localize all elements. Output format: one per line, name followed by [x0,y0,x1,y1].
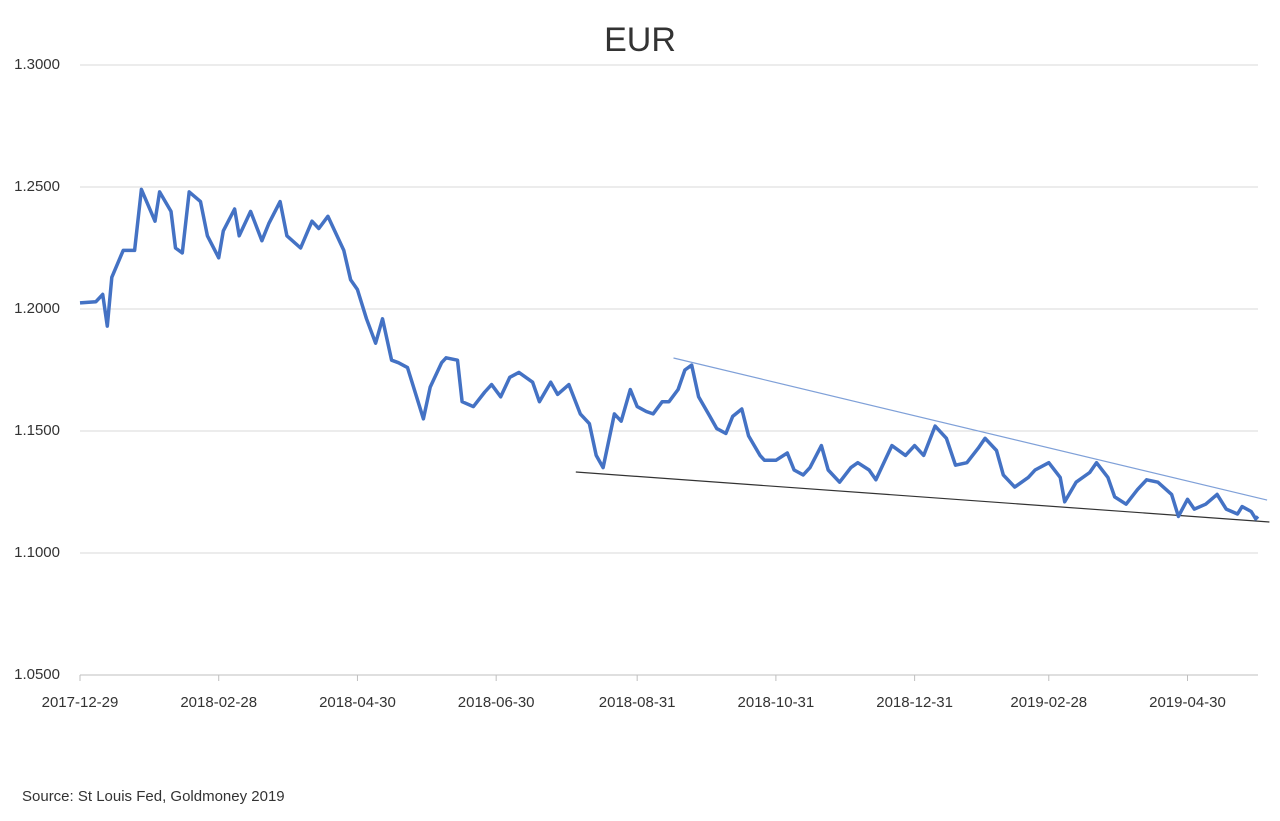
trend-line [673,357,1268,501]
x-tick-label: 2018-06-30 [458,694,535,711]
y-tick-label: 1.0500 [14,666,60,683]
x-tick-label: 2017-12-29 [42,694,119,711]
x-tick-label: 2018-10-31 [738,694,815,711]
y-tick-label: 1.1500 [14,422,60,439]
source-note: Source: St Louis Fed, Goldmoney 2019 [22,788,285,805]
series-line [79,187,1260,521]
x-tick-label: 2018-12-31 [876,694,953,711]
y-tick-label: 1.2500 [14,178,60,195]
x-tick-label: 2018-02-28 [180,694,257,711]
y-tick-label: 1.1000 [14,544,60,561]
y-tick-label: 1.2000 [14,300,60,317]
x-tick-label: 2018-08-31 [599,694,676,711]
x-tick-label: 2018-04-30 [319,694,396,711]
trend-line [575,471,1270,523]
y-tick-label: 1.3000 [14,56,60,73]
chart-title: EUR [604,21,676,59]
x-tick-label: 2019-02-28 [1010,694,1087,711]
x-tick-label: 2019-04-30 [1149,694,1226,711]
